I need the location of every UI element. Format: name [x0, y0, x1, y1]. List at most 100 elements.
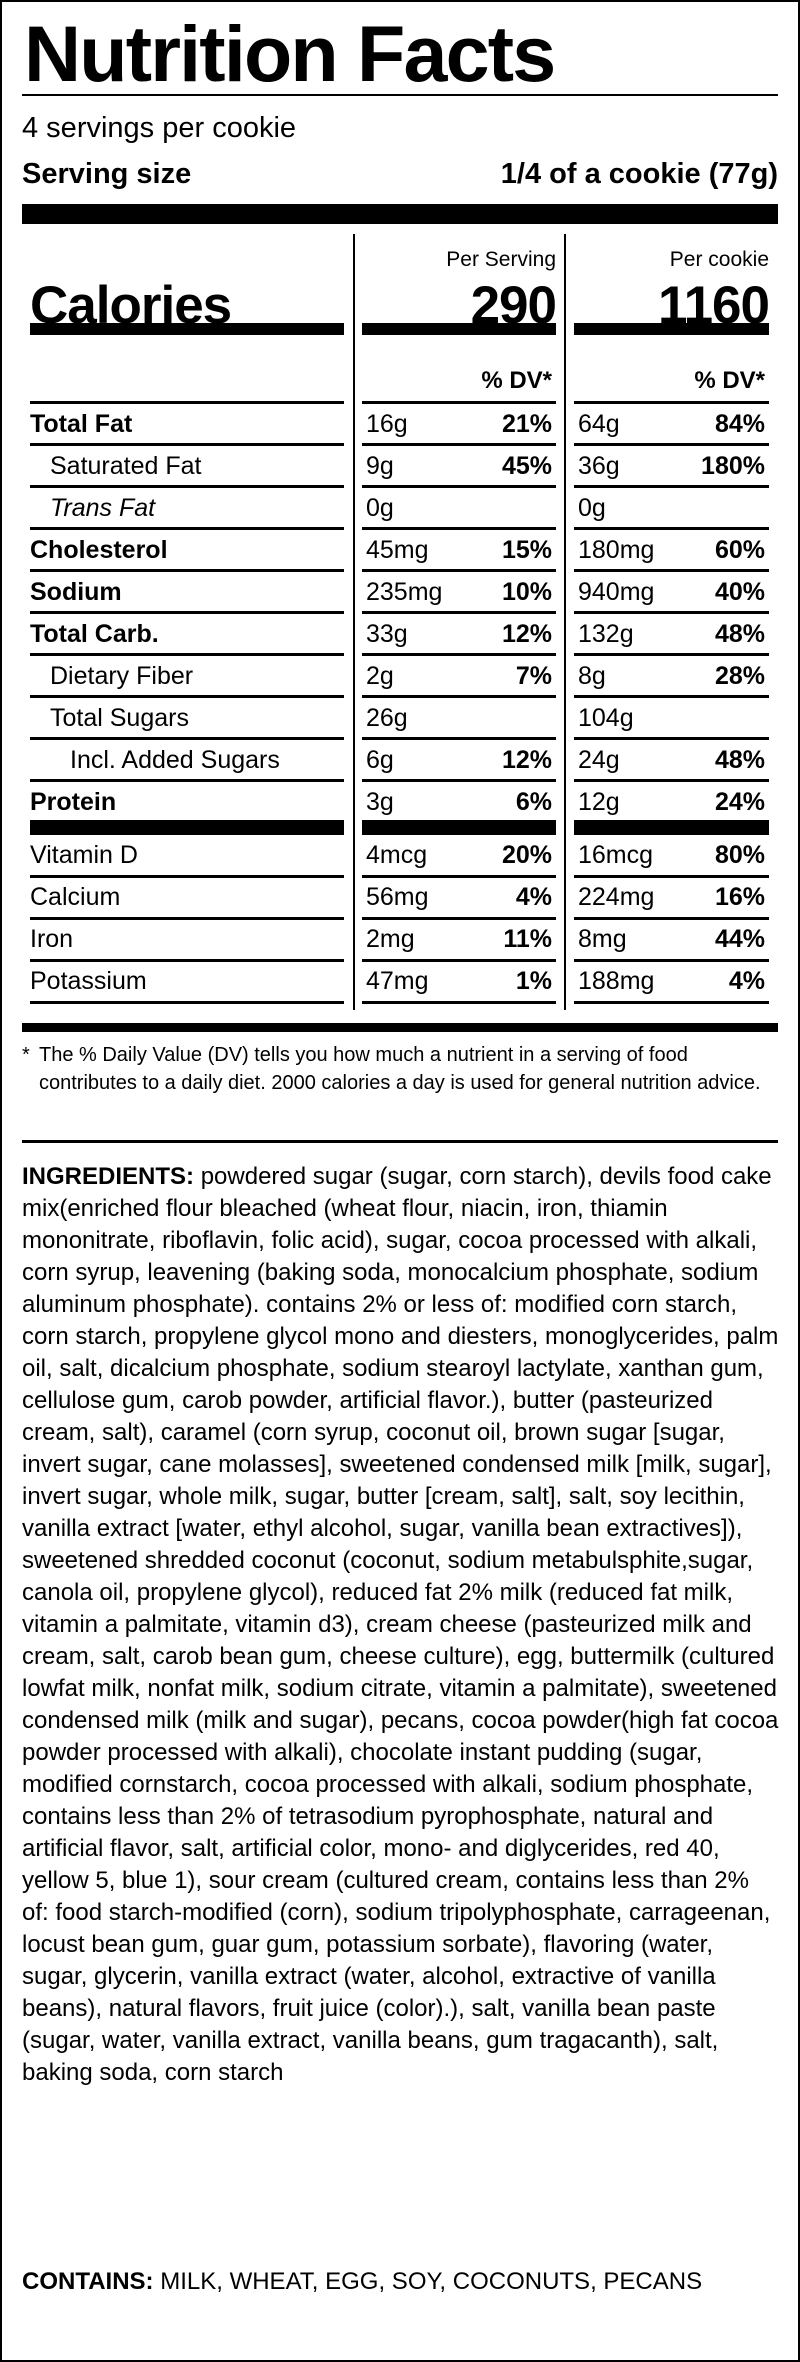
row-rule-2: [574, 611, 769, 614]
row-rule-2: [574, 737, 769, 740]
row-rule-1: [362, 653, 556, 656]
row-rule-0: [30, 653, 344, 656]
per-cookie-header: Per cookie: [669, 248, 769, 271]
row-rule-2: [574, 695, 769, 698]
cookie-dv: 48%: [714, 746, 765, 774]
row-rule-0: [30, 527, 344, 530]
serving-amount: 0g: [366, 494, 394, 522]
row-rule-0: [30, 443, 344, 446]
column-divider-2: [564, 234, 566, 1010]
row-rule-1: [362, 917, 556, 920]
serving-dv: 12%: [501, 746, 552, 774]
nutrient-name: Incl. Added Sugars: [70, 746, 280, 774]
row-rule-0: [30, 485, 344, 488]
cookie-amount: 188mg: [578, 967, 655, 995]
serving-amount: 235mg: [366, 578, 443, 606]
row-rule-1: [362, 737, 556, 740]
serving-dv: 7%: [515, 662, 552, 690]
thick-divider-top: [22, 204, 778, 224]
serving-dv: 10%: [501, 578, 552, 606]
serving-amount: 56mg: [366, 883, 429, 911]
cookie-amount: 16mcg: [578, 841, 654, 869]
row-rule-1: [362, 875, 556, 878]
serving-amount: 3g: [366, 788, 394, 816]
row-rule-1: [362, 569, 556, 572]
nutrient-row: Total Fat 16g 21% 64g 84%: [0, 404, 800, 444]
cookie-dv: 180%: [701, 452, 765, 480]
serving-dv: 15%: [501, 536, 552, 564]
dv-header-cookie: % DV*: [694, 367, 765, 394]
thick-divider-bottom: [22, 1023, 778, 1032]
cookie-amount: 940mg: [578, 578, 655, 606]
servings-per-container: 4 servings per cookie: [22, 112, 297, 144]
serving-dv: 4%: [515, 883, 552, 911]
nutrient-row: Calcium 56mg 4% 224mg 16%: [0, 877, 800, 917]
nutrient-name: Calcium: [30, 883, 121, 911]
dv-header-serving: % DV*: [481, 367, 552, 394]
cookie-amount: 180mg: [578, 536, 655, 564]
column-divider-1: [353, 234, 355, 1010]
row-rule-0: [30, 737, 344, 740]
row-rule-2: [574, 917, 769, 920]
label-title: Nutrition Facts: [24, 9, 556, 98]
cookie-dv: 24%: [714, 788, 765, 816]
thick-protein-rule-2: [574, 820, 769, 835]
cookie-amount: 0g: [578, 494, 606, 522]
cookie-dv: 16%: [714, 883, 765, 911]
row-rule-0: [30, 611, 344, 614]
serving-amount: 9g: [366, 452, 394, 480]
serving-amount: 26g: [366, 704, 408, 732]
row-rule-1: [362, 695, 556, 698]
cookie-dv: 28%: [714, 662, 765, 690]
cookie-dv: 48%: [714, 620, 765, 648]
serving-dv: 12%: [501, 620, 552, 648]
ingredients-label: INGREDIENTS:: [22, 1163, 195, 1190]
serving-amount: 45mg: [366, 536, 429, 564]
nutrient-name: Dietary Fiber: [50, 662, 194, 690]
cookie-amount: 8mg: [578, 925, 627, 953]
nutrient-row: Protein 3g 6% 12g 24%: [0, 782, 800, 822]
title-divider: [22, 94, 778, 96]
row-rule-1: [362, 485, 556, 488]
nutrient-name: Total Fat: [30, 410, 133, 438]
row-rule-2: [574, 959, 769, 962]
nutrient-name: Total Sugars: [50, 704, 189, 732]
cookie-dv: 84%: [714, 410, 765, 438]
row-rule-2: [574, 653, 769, 656]
nutrient-name: Sodium: [30, 578, 122, 606]
cookie-amount: 24g: [578, 746, 620, 774]
serving-size-label: Serving size: [22, 158, 192, 190]
row-rule-1: [362, 611, 556, 614]
calories-bar-serving: [362, 323, 556, 335]
serving-dv: 45%: [501, 452, 552, 480]
cookie-dv: 4%: [728, 967, 765, 995]
nutrient-row: Total Carb. 33g 12% 132g 48%: [0, 614, 800, 654]
row-rule-2: [574, 485, 769, 488]
cookie-dv: 40%: [714, 578, 765, 606]
thick-protein-rule-1: [362, 820, 556, 835]
cookie-amount: 36g: [578, 452, 620, 480]
ingredients-block: INGREDIENTS: powdered sugar (sugar, corn…: [22, 1161, 780, 2089]
header-rule-2: [574, 401, 769, 404]
serving-amount: 47mg: [366, 967, 429, 995]
nutrient-row: Trans Fat 0g 0g: [0, 488, 800, 528]
row-rule-2: [574, 443, 769, 446]
footnote-marker: *: [22, 1044, 30, 1066]
row-rule-0: [30, 569, 344, 572]
row-rule-2: [574, 779, 769, 782]
row-rule-0: [30, 917, 344, 920]
nutrient-name: Trans Fat: [50, 494, 156, 522]
cookie-amount: 224mg: [578, 883, 655, 911]
serving-size-value: 1/4 of a cookie (77g): [500, 158, 778, 190]
row-rule-0: [30, 695, 344, 698]
row-rule-2: [574, 875, 769, 878]
nutrient-row: Cholesterol 45mg 15% 180mg 60%: [0, 530, 800, 570]
allergens-block: CONTAINS: MILK, WHEAT, EGG, SOY, COCONUT…: [22, 2266, 780, 2298]
nutrient-name: Vitamin D: [30, 841, 138, 869]
nutrient-row: Iron 2mg 11% 8mg 44%: [0, 919, 800, 959]
row-rule-1: [362, 959, 556, 962]
nutrient-name: Cholesterol: [30, 536, 168, 564]
header-rule-0: [30, 401, 344, 404]
nutrient-row: Vitamin D 4mcg 20% 16mcg 80%: [0, 835, 800, 875]
